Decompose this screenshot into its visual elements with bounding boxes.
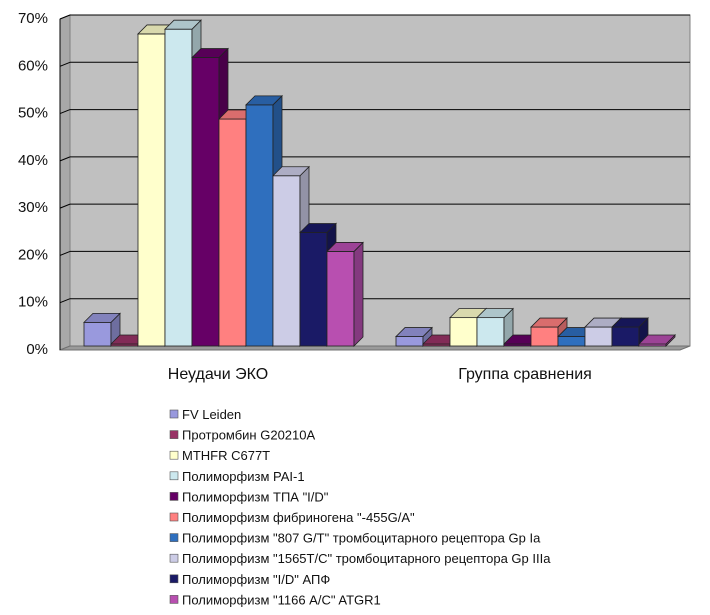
bar-front xyxy=(584,326,613,347)
bar xyxy=(476,307,514,347)
legend-swatch xyxy=(169,492,179,501)
bar-top xyxy=(326,242,364,252)
legend-label: Полиморфизм "807 G/T" тромбоцитарного ре… xyxy=(182,531,541,546)
legend-swatch xyxy=(169,409,179,419)
legend-swatch xyxy=(169,533,179,542)
bar-front xyxy=(449,317,478,347)
bar-front xyxy=(299,232,328,347)
y-tick-label: 20% xyxy=(18,246,48,263)
gridline-side xyxy=(59,250,71,256)
bar-front xyxy=(164,28,193,347)
legend-swatch xyxy=(169,595,179,604)
bar-front xyxy=(611,326,640,347)
legend-swatch xyxy=(169,471,179,481)
gridline-side xyxy=(59,61,71,67)
bar-top xyxy=(530,317,568,328)
bar-front xyxy=(395,336,424,347)
bar-front xyxy=(191,57,220,347)
bar-top xyxy=(476,308,514,319)
y-tick-label: 30% xyxy=(18,199,48,216)
bar-top xyxy=(164,19,202,30)
bar-side xyxy=(353,241,364,347)
bar-front xyxy=(557,336,586,347)
bar xyxy=(137,23,175,347)
bar-front xyxy=(218,118,247,347)
legend-label: Полиморфизм PAI-1 xyxy=(182,469,305,484)
legend-label: Полиморфизм "1166 A/C" ATGR1 xyxy=(182,592,381,607)
bar-top xyxy=(191,48,229,58)
bar-front xyxy=(326,251,355,347)
bar-front xyxy=(245,104,274,347)
gridline-side xyxy=(59,14,71,20)
category-label: Неудачи ЭКО xyxy=(168,366,268,383)
y-tick-label: 60% xyxy=(18,57,48,74)
category-label: Группа сравнения xyxy=(458,366,592,383)
bar xyxy=(83,312,121,347)
x-axis: Неудачи ЭКО Группа сравнения xyxy=(168,366,592,383)
bar-top xyxy=(638,334,676,345)
y-tick-label: 0% xyxy=(26,341,48,358)
legend-label: Полиморфизм "I/D" АПФ xyxy=(182,572,330,587)
bar-front xyxy=(476,317,505,347)
legend-swatch xyxy=(169,430,179,439)
bar xyxy=(638,334,676,347)
floor xyxy=(59,345,691,351)
bar xyxy=(326,241,364,347)
legend-label: FV Leiden xyxy=(182,407,241,422)
bar-front xyxy=(83,321,112,347)
bar-top xyxy=(83,312,121,323)
legend-label: Протромбин G20210A xyxy=(182,428,315,443)
bar-top xyxy=(395,327,433,337)
y-tick-label: 50% xyxy=(18,105,48,122)
bar-front xyxy=(137,33,166,347)
legend-swatch xyxy=(169,512,179,522)
gridline-side xyxy=(59,109,71,115)
bar-front xyxy=(272,175,301,347)
bar xyxy=(611,317,649,347)
gridline-side xyxy=(59,203,71,209)
legend-swatch xyxy=(169,553,179,563)
bar-top xyxy=(299,223,337,233)
bars xyxy=(83,19,676,347)
bar-front xyxy=(530,326,559,347)
legend-swatch xyxy=(169,450,179,460)
bar xyxy=(584,317,622,347)
y-tick-label: 10% xyxy=(18,294,48,311)
bar-top xyxy=(245,95,283,106)
bar-top xyxy=(272,166,310,177)
legend: FV Leiden Протромбин G20210A MTHFR C677T По… xyxy=(169,407,551,607)
legend-label: Полиморфизм "1565T/C" тромбоцитарного ре… xyxy=(182,551,551,566)
legend-swatch xyxy=(169,574,179,584)
bar-top xyxy=(611,317,649,328)
legend-label: MTHFR C677T xyxy=(182,448,270,463)
y-tick-label: 70% xyxy=(18,10,48,27)
legend-label: Полиморфизм фибриногена "-455G/A" xyxy=(182,510,415,525)
y-axis: 0% 10% 20% 30% 40% 50% 60% 70% xyxy=(18,10,61,358)
legend-label: Полиморфизм ТПА "I/D" xyxy=(182,489,329,504)
y-tick-label: 40% xyxy=(18,152,48,169)
gridline-side xyxy=(59,156,71,162)
gridline-side xyxy=(59,298,71,304)
